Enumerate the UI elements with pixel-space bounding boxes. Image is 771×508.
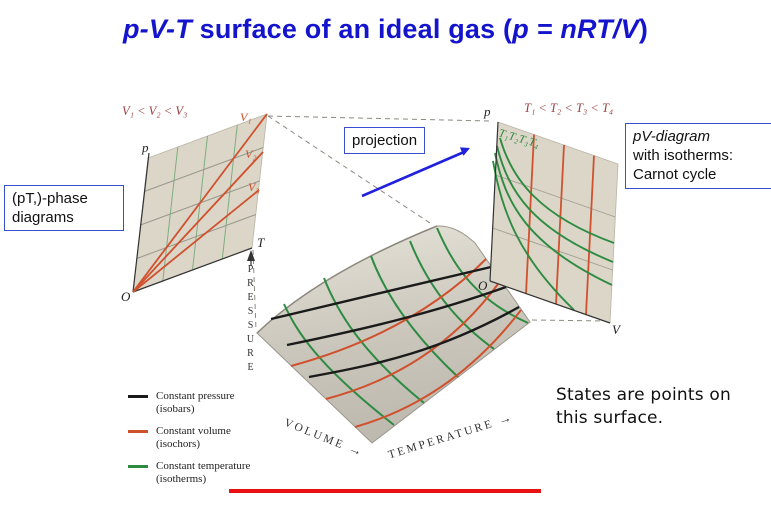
legend-label: Constant temperature [156, 459, 251, 472]
isotherm-legend-text: Constant temperature (isotherms) [156, 460, 250, 486]
isotherm-curve [492, 160, 575, 311]
isobar-swatch [128, 395, 148, 398]
v1-label: V₁ [240, 110, 252, 124]
pt-p-axis [132, 152, 150, 293]
pv-callout-line1: pV-diagram [633, 128, 710, 145]
pv-callout-line3: Carnot cycle [633, 166, 717, 184]
pt-diagram: V₁ < V₂ < V₃ V₁ V₂ V₃ p T O [121, 104, 268, 304]
isochor-swatch [128, 429, 148, 433]
projection-arrow-head [459, 147, 470, 156]
surface-isobars [270, 265, 520, 379]
isochore-line [555, 144, 565, 305]
pv-isotherms [492, 137, 615, 311]
projection-link [252, 249, 257, 331]
projection-callout: projection [344, 127, 426, 155]
isochore-line [132, 113, 268, 293]
surface-isochores [290, 258, 522, 428]
isochore-line [585, 155, 595, 315]
v3-label: V₃ [248, 180, 260, 194]
title-text: surface of an ideal gas ( [191, 14, 513, 44]
pv-isochores [525, 134, 595, 315]
isochore-line [132, 189, 260, 293]
pv-p-axis-label: p [483, 104, 491, 119]
pt-header: V₁ < V₂ < V₃ [122, 104, 187, 118]
isochore-curve [325, 279, 502, 400]
pv-header: T₁ < T₂ < T₃ < T₄ [524, 101, 613, 115]
legend-sublabel: (isobars) [156, 402, 195, 415]
pt-diagram-callout: (pT,)-phase diagrams [4, 185, 124, 232]
isobar-curve [286, 285, 507, 347]
pv-diagram-callout: pV-diagram with isotherms: Carnot cycle [625, 123, 771, 189]
isotherm-curve [496, 145, 614, 263]
bottom-underline [229, 489, 541, 493]
legend-label: Constant volume [156, 424, 231, 437]
pt-callout-line2: diagrams [12, 209, 74, 227]
states-annotation-line2: this surface. [556, 407, 664, 428]
isotherm-curve [283, 303, 395, 426]
pv-p-axis [489, 121, 499, 282]
pressure-axis-label: PRESSURE [245, 264, 256, 376]
isotherm-curve [494, 152, 613, 286]
pt-t-axis-label: T [257, 235, 265, 250]
v2-label: V₂ [245, 147, 257, 161]
projection-link [267, 115, 491, 122]
isochore-line [132, 151, 264, 293]
isotherm-curve [370, 255, 459, 378]
legend-sublabel: (isochors) [156, 437, 200, 450]
pt-origin-label: O [121, 289, 131, 304]
isobar-curve [308, 305, 520, 379]
grid-line [136, 214, 256, 259]
surface-isotherms [283, 227, 529, 426]
projection-link [267, 115, 434, 226]
isobar-curve [270, 265, 492, 321]
pv-v-axis [489, 280, 611, 324]
isotherm-curve [499, 137, 615, 244]
pt-t-axis [132, 247, 253, 293]
pt-isochores [132, 113, 268, 293]
states-annotation: States are points on this surface. [556, 384, 731, 430]
legend: Constant pressure (isobars) Constant vol… [128, 390, 250, 495]
pv-origin-label: O [478, 278, 488, 293]
pv-callout-line2: with isotherms: [633, 147, 734, 165]
pv-v-axis-label: V [612, 322, 622, 337]
isochore-curve [290, 258, 487, 367]
isotherm-curve [436, 227, 529, 324]
isotherm-swatch [128, 464, 148, 468]
legend-item-isotherms: Constant temperature (isotherms) [128, 460, 250, 486]
legend-label: Constant pressure [156, 390, 235, 402]
projection-arrow-shaft [361, 150, 465, 198]
surface-ridge-edge [256, 225, 438, 334]
projection-links [252, 115, 608, 331]
isotherm-curve [323, 277, 425, 404]
isobar-legend-text: Constant pressure (isobars) [156, 390, 235, 416]
pv-diagram: p T₁ < T₂ < T₃ < T₄ T₁T₂T₃T₄ O V [478, 101, 622, 337]
page-title: p-V-T surface of an ideal gas (p = nRT/V… [0, 14, 771, 45]
grid-line [495, 174, 616, 218]
grid-line [144, 147, 264, 192]
title-formula: p = nRT/V [512, 14, 639, 44]
projection-arrow [361, 147, 470, 198]
legend-sublabel: (isotherms) [156, 472, 207, 485]
legend-item-isobars: Constant pressure (isobars) [128, 390, 250, 416]
pt-p-axis-label: p [141, 140, 149, 155]
projection-link [531, 319, 608, 322]
isochore-line [525, 134, 535, 294]
pt-callout-line1: (pT,)-phase [12, 190, 88, 207]
isochor-legend-text: Constant volume (isochors) [156, 425, 231, 451]
isotherm-curve [409, 240, 495, 350]
states-annotation-line1: States are points on [556, 385, 731, 405]
legend-item-isochors: Constant volume (isochors) [128, 425, 250, 451]
title-close: ) [638, 14, 649, 44]
isochore-curve [354, 309, 522, 428]
pressure-axis-arrowhead [247, 250, 255, 261]
title-pvt: p-V-T [122, 14, 192, 44]
pvt-surface [247, 225, 531, 444]
surface-sheet [256, 225, 531, 444]
